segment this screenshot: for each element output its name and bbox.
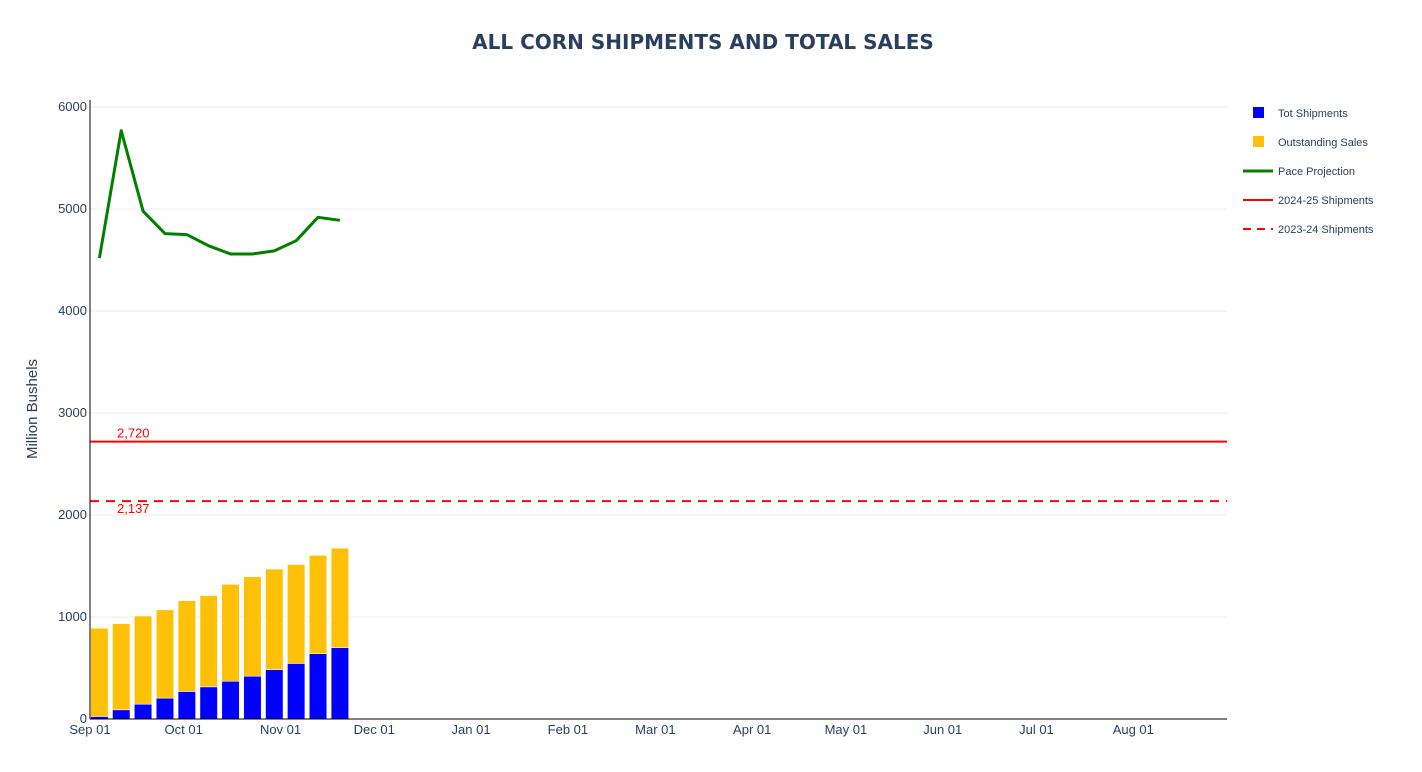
bar-outstanding-sales	[309, 555, 328, 654]
y-tick-labels: 0 1000 2000 3000 4000 5000 6000	[58, 99, 87, 726]
bar-outstanding-sales	[112, 623, 131, 711]
bar-tot-shipments	[177, 691, 196, 720]
legend-label[interactable]: 2024-25 Shipments	[1278, 195, 1374, 207]
legend-label[interactable]: Pace Projection	[1278, 166, 1355, 178]
x-tick-label: Dec 01	[354, 722, 395, 737]
x-tick-label: Sep 01	[69, 722, 110, 737]
bar-outstanding-sales	[90, 627, 109, 717]
x-tick-label: Jun 01	[923, 722, 962, 737]
annotations: 2,720 2,137	[117, 426, 150, 516]
legend[interactable]: Tot Shipments Outstanding Sales Pace Proje…	[1243, 107, 1374, 236]
bar-outstanding-sales	[177, 600, 196, 692]
annotation-label: 2,720	[117, 426, 150, 441]
bar-tot-shipments	[243, 675, 262, 720]
y-tick-label: 3000	[58, 405, 87, 420]
y-tick-label: 1000	[58, 609, 87, 624]
annotation-label: 2,137	[117, 501, 150, 516]
bar-tot-shipments	[221, 681, 240, 720]
y-tick-label: 2000	[58, 507, 87, 522]
bar-tot-shipments	[155, 697, 174, 720]
bars	[90, 547, 349, 720]
bar-tot-shipments	[134, 703, 153, 720]
y-tick-label: 4000	[58, 303, 87, 318]
x-tick-label: Nov 01	[260, 722, 301, 737]
bar-tot-shipments	[265, 669, 284, 720]
x-tick-label: Apr 01	[733, 722, 771, 737]
chart-title: ALL CORN SHIPMENTS AND TOTAL SALES	[472, 30, 934, 54]
bar-outstanding-sales	[134, 615, 153, 705]
y-axis-title: Million Bushels	[24, 359, 41, 459]
x-tick-label: Jul 01	[1019, 722, 1054, 737]
bar-outstanding-sales	[265, 568, 284, 670]
gridlines	[90, 106, 1227, 618]
legend-label[interactable]: Tot Shipments	[1278, 108, 1348, 120]
y-tick-label: 6000	[58, 99, 87, 114]
legend-swatch[interactable]	[1253, 107, 1264, 118]
x-tick-label: Oct 01	[165, 722, 203, 737]
bar-outstanding-sales	[330, 547, 349, 648]
bar-tot-shipments	[287, 663, 306, 720]
y-tick-label: 0	[80, 711, 87, 726]
x-tick-label: Feb 01	[548, 722, 588, 737]
x-tick-label: Mar 01	[635, 722, 675, 737]
legend-label[interactable]: 2023-24 Shipments	[1278, 224, 1374, 236]
x-tick-label: Aug 01	[1113, 722, 1154, 737]
bar-tot-shipments	[112, 709, 131, 720]
bar-outstanding-sales	[243, 576, 262, 677]
x-tick-label: Jan 01	[452, 722, 491, 737]
line-pace-projection	[97, 129, 341, 259]
legend-label[interactable]: Outstanding Sales	[1278, 137, 1368, 149]
legend-swatch[interactable]	[1253, 136, 1264, 147]
axes	[89, 100, 1227, 720]
bar-outstanding-sales	[199, 595, 218, 688]
x-tick-labels: Sep 01 Oct 01 Nov 01 Dec 01 Jan 01 Feb 01 Mar …	[69, 722, 1153, 737]
bar-tot-shipments	[199, 686, 218, 720]
bar-outstanding-sales	[287, 564, 306, 664]
bar-tot-shipments	[330, 647, 349, 720]
bar-outstanding-sales	[155, 609, 174, 699]
bar-outstanding-sales	[221, 584, 240, 682]
y-tick-label: 5000	[58, 201, 87, 216]
series-lines	[90, 129, 1227, 503]
x-tick-label: May 01	[825, 722, 868, 737]
bar-tot-shipments	[309, 653, 328, 720]
